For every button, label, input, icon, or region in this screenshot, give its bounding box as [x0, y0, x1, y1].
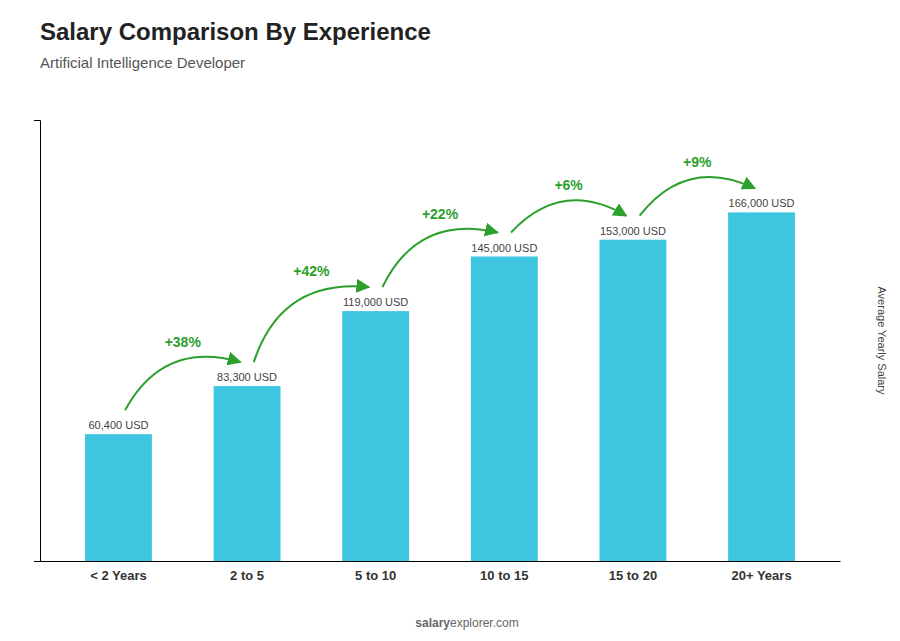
x-tick: < 2 Years	[90, 561, 147, 583]
x-tick: 20+ Years	[731, 561, 791, 583]
y-axis-line	[34, 121, 41, 562]
watermark-rest: explorer.com	[450, 616, 519, 630]
x-tick-label: 10 to 15	[480, 568, 528, 583]
x-tick: 15 to 20	[609, 561, 657, 583]
bar	[471, 257, 538, 562]
x-tick-label: 5 to 10	[355, 568, 396, 583]
y-axis	[34, 121, 41, 562]
bars	[85, 212, 795, 561]
data-label: 60,400 USD	[88, 419, 148, 431]
title: Salary Comparison By Experience	[40, 18, 431, 45]
change-label: +42%	[293, 263, 330, 279]
change-arrow	[640, 177, 755, 216]
data-label: 166,000 USD	[729, 197, 795, 209]
bar	[214, 386, 281, 561]
data-label: 153,000 USD	[600, 225, 666, 237]
data-label: 83,300 USD	[217, 371, 277, 383]
x-tick: 2 to 5	[230, 561, 264, 583]
change-annotations: +38% +42% +22% +6% +9%	[125, 154, 755, 410]
x-tick-label: < 2 Years	[90, 568, 147, 583]
change-arrow	[382, 229, 497, 287]
data-labels: 60,400 USD 83,300 USD 119,000 USD 145,000 U…	[88, 197, 794, 431]
data-label: 119,000 USD	[343, 296, 408, 308]
change-label: +22%	[422, 206, 459, 222]
x-axis-line	[41, 561, 841, 562]
x-tick: 10 to 15	[480, 561, 528, 583]
change-arrow	[254, 286, 369, 362]
x-tick: 5 to 10	[355, 561, 396, 583]
bar	[728, 212, 795, 561]
chart-svg: Salary Comparison By Experience Artificia…	[0, 0, 900, 641]
bar	[342, 311, 409, 561]
x-tick-label: 2 to 5	[230, 568, 264, 583]
change-label: +38%	[165, 334, 202, 350]
watermark-bold: salary	[415, 616, 450, 630]
change-label: +6%	[554, 177, 583, 193]
subtitle: Artificial Intelligence Developer	[40, 54, 245, 71]
x-axis: < 2 Years 2 to 5 5 to 10 10 to 15 15 to 20 20…	[41, 561, 841, 583]
change-arrow	[511, 200, 626, 232]
bar	[599, 240, 666, 561]
data-label: 145,000 USD	[471, 242, 537, 254]
x-tick-label: 15 to 20	[609, 568, 657, 583]
y-axis-title: Average Yearly Salary	[876, 286, 888, 395]
change-label: +9%	[683, 154, 712, 170]
change-arrow	[125, 357, 240, 410]
bar	[85, 434, 152, 561]
x-tick-label: 20+ Years	[731, 568, 791, 583]
chart-container: Salary Comparison By Experience Artificia…	[0, 0, 900, 641]
